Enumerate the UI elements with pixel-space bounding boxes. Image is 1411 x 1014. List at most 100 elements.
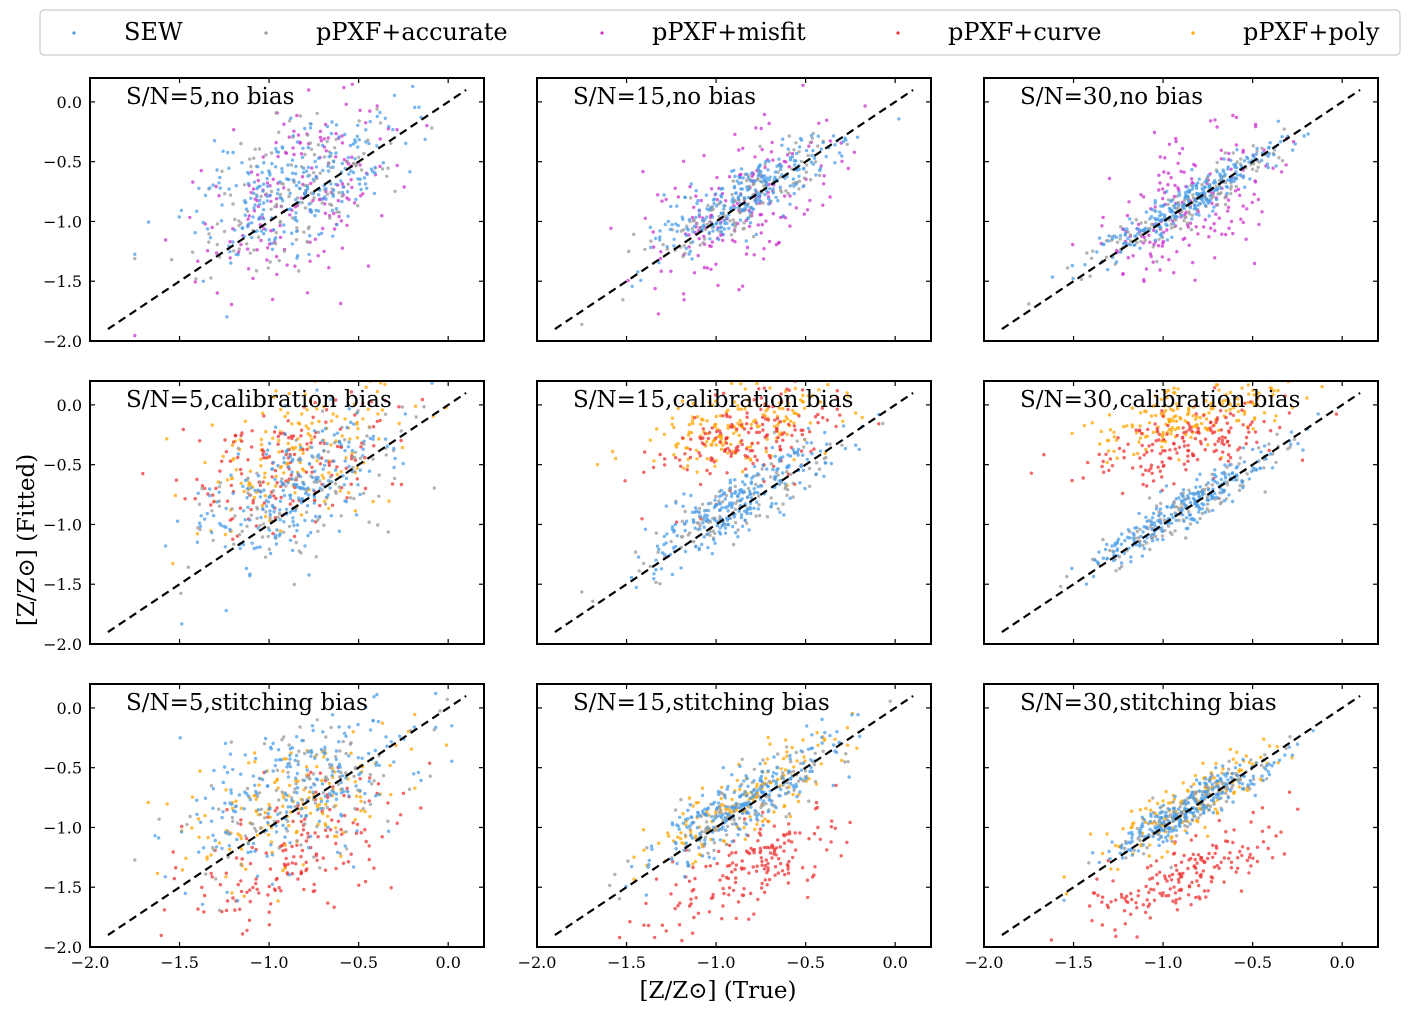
data-point xyxy=(787,822,791,826)
data-point xyxy=(705,440,709,444)
data-point xyxy=(1228,411,1233,416)
data-point xyxy=(730,870,734,874)
data-point xyxy=(294,237,299,242)
data-point xyxy=(723,531,728,535)
data-point xyxy=(739,167,744,171)
data-point xyxy=(745,178,749,183)
data-point xyxy=(444,743,449,747)
data-point xyxy=(203,193,208,198)
data-point xyxy=(672,425,676,430)
data-point xyxy=(778,845,782,849)
data-point xyxy=(1143,409,1147,413)
data-point xyxy=(364,128,368,132)
data-point xyxy=(1142,235,1147,240)
data-point xyxy=(244,207,249,211)
data-point xyxy=(223,741,228,746)
data-point xyxy=(733,867,737,872)
data-point xyxy=(823,430,827,435)
data-point xyxy=(711,529,715,533)
data-point xyxy=(268,867,273,871)
data-point xyxy=(810,452,814,456)
data-point xyxy=(1187,243,1191,247)
data-point xyxy=(1083,263,1087,267)
data-point xyxy=(773,454,777,458)
data-point xyxy=(353,780,357,784)
data-point xyxy=(224,871,228,875)
data-point xyxy=(1129,555,1133,559)
data-point xyxy=(376,523,380,527)
data-point xyxy=(338,749,342,753)
data-point xyxy=(1214,383,1219,387)
data-point xyxy=(760,147,764,152)
data-point xyxy=(834,783,838,788)
data-point xyxy=(1098,442,1102,446)
data-point xyxy=(1099,429,1104,434)
data-point xyxy=(1110,544,1114,548)
data-point xyxy=(752,182,756,186)
data-point xyxy=(259,229,264,233)
data-point xyxy=(746,398,750,402)
panel-frame xyxy=(89,77,485,342)
data-point xyxy=(841,140,845,144)
data-point xyxy=(1236,448,1240,452)
data-point xyxy=(340,199,344,204)
data-point xyxy=(799,138,804,142)
data-point xyxy=(666,219,670,224)
data-point xyxy=(779,400,784,404)
data-point xyxy=(322,449,326,453)
data-point xyxy=(1213,118,1217,122)
data-point xyxy=(293,758,297,762)
data-point xyxy=(1243,401,1247,405)
data-point xyxy=(239,472,244,476)
data-point xyxy=(1131,536,1136,540)
data-point xyxy=(1169,176,1173,180)
data-point xyxy=(240,226,244,231)
data-point xyxy=(344,734,348,738)
data-point xyxy=(1162,170,1166,174)
data-point xyxy=(854,411,858,415)
data-point xyxy=(1115,240,1120,244)
data-point xyxy=(770,843,774,847)
data-point xyxy=(263,555,268,559)
data-point xyxy=(728,478,733,482)
data-point xyxy=(1236,409,1241,414)
data-point xyxy=(253,826,257,831)
data-point xyxy=(1240,408,1244,412)
data-point xyxy=(1222,489,1226,493)
data-point xyxy=(744,172,749,176)
data-point xyxy=(288,213,292,217)
data-point xyxy=(315,778,320,782)
data-point xyxy=(1190,187,1195,191)
data-point xyxy=(324,495,329,499)
data-point xyxy=(754,201,758,205)
data-point xyxy=(1167,142,1172,146)
data-point xyxy=(1219,157,1224,161)
data-point xyxy=(739,407,743,411)
data-point xyxy=(778,861,783,866)
data-point xyxy=(1224,184,1229,189)
data-point xyxy=(1160,409,1164,413)
data-point xyxy=(1130,425,1135,429)
data-point xyxy=(207,240,211,244)
data-point xyxy=(220,169,224,173)
data-point xyxy=(390,482,395,486)
data-point xyxy=(654,531,659,535)
data-point xyxy=(720,212,724,216)
data-point xyxy=(1101,215,1105,220)
data-point xyxy=(319,799,324,804)
data-point xyxy=(298,366,301,369)
data-point xyxy=(290,459,294,463)
data-point xyxy=(224,506,228,511)
data-point xyxy=(281,530,286,534)
data-point xyxy=(695,521,699,525)
data-point xyxy=(808,484,812,488)
data-point xyxy=(733,531,738,535)
data-point xyxy=(1125,424,1129,428)
data-point xyxy=(400,405,404,409)
data-point xyxy=(1141,241,1146,245)
data-point xyxy=(246,170,250,175)
data-point xyxy=(766,861,770,866)
data-point xyxy=(236,882,240,887)
data-point xyxy=(363,456,367,460)
data-point xyxy=(367,857,371,862)
